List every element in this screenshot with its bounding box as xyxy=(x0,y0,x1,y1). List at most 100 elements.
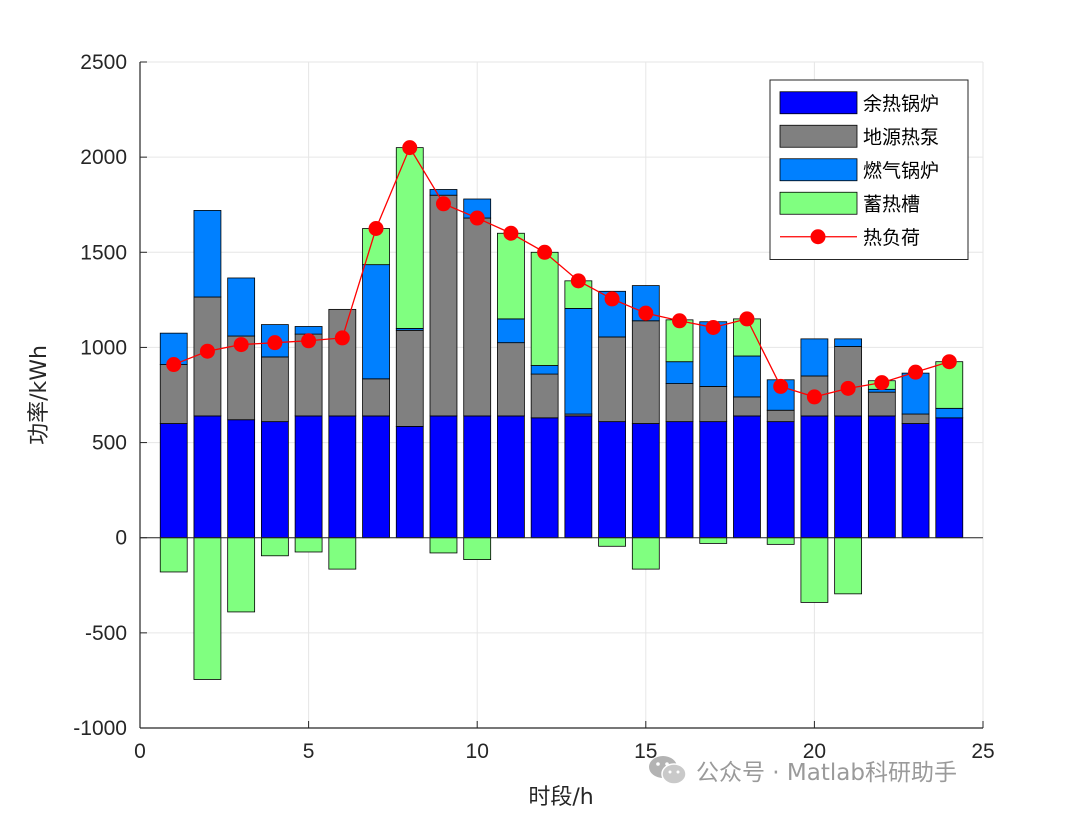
legend-swatch-1 xyxy=(779,91,858,115)
watermark-text: 公众号 · Matlab科研助手 xyxy=(696,760,957,786)
bar-1-11 xyxy=(497,415,525,539)
bar-4-1 xyxy=(159,537,188,573)
load-point-17 xyxy=(705,319,721,335)
bar-4-2 xyxy=(193,537,222,680)
load-point-14 xyxy=(604,291,620,307)
bar-4-15 xyxy=(631,537,660,570)
y-tick-label-0: -1000 xyxy=(73,717,127,740)
legend-label-2: 地源热泵 xyxy=(863,126,939,148)
y-tick-label-6: 2000 xyxy=(80,146,127,169)
x-tick-label-5: 25 xyxy=(971,740,994,763)
load-point-19 xyxy=(773,378,789,394)
load-point-9 xyxy=(435,196,451,212)
bar-4-8 xyxy=(395,147,424,329)
bar-1-21 xyxy=(834,415,863,539)
bar-2-10 xyxy=(463,217,492,417)
bar-1-1 xyxy=(159,423,188,539)
bar-1-17 xyxy=(699,421,728,539)
load-point-16 xyxy=(672,313,688,329)
bar-3-12 xyxy=(530,365,559,375)
legend-label-3: 燃气锅炉 xyxy=(863,160,939,182)
bar-3-20 xyxy=(800,338,829,377)
load-line xyxy=(166,140,957,405)
bar-3-5 xyxy=(294,326,323,335)
bar-2-8 xyxy=(395,329,424,427)
bars xyxy=(159,147,964,680)
x-tick-label-3: 15 xyxy=(634,740,657,763)
bar-2-11 xyxy=(497,342,525,417)
bar-1-20 xyxy=(800,415,829,539)
bar-4-10 xyxy=(463,537,492,560)
bar-2-23 xyxy=(901,413,930,424)
load-point-22 xyxy=(874,375,890,391)
load-point-18 xyxy=(739,311,755,327)
bar-2-14 xyxy=(598,336,626,423)
bar-4-17 xyxy=(699,537,728,544)
bar-4-20 xyxy=(800,537,829,603)
bar-4-9 xyxy=(429,537,458,554)
load-point-8 xyxy=(402,140,418,156)
bar-1-22 xyxy=(867,415,896,539)
bar-1-18 xyxy=(733,415,761,539)
bar-4-24 xyxy=(935,361,964,409)
bar-3-23 xyxy=(901,372,930,415)
bar-2-4 xyxy=(260,356,289,423)
wechat-icon xyxy=(648,753,688,787)
bar-3-16 xyxy=(665,361,694,384)
bar-1-6 xyxy=(328,415,357,539)
load-point-10 xyxy=(469,210,485,226)
x-tick-label-4: 20 xyxy=(803,740,826,763)
load-point-23 xyxy=(908,364,924,380)
legend-swatch-2 xyxy=(779,124,858,148)
legend-label-1: 余热锅炉 xyxy=(863,93,939,115)
bar-4-6 xyxy=(328,537,357,570)
bar-4-11 xyxy=(497,232,525,320)
bar-1-23 xyxy=(901,423,930,539)
legend-label-4: 蓄热槽 xyxy=(863,193,920,215)
load-point-24 xyxy=(941,354,957,370)
bar-2-1 xyxy=(159,364,188,424)
bar-4-21 xyxy=(834,537,863,595)
bar-3-11 xyxy=(497,318,525,344)
bar-2-18 xyxy=(733,396,761,417)
bar-2-16 xyxy=(665,383,694,423)
bar-3-18 xyxy=(733,355,761,398)
x-tick-label-1: 5 xyxy=(303,740,315,763)
load-point-5 xyxy=(301,333,317,349)
bar-1-19 xyxy=(766,421,795,539)
bar-1-4 xyxy=(260,421,289,539)
bar-1-2 xyxy=(193,415,222,539)
bar-1-14 xyxy=(598,421,626,539)
bar-3-3 xyxy=(227,277,256,337)
legend-swatch-4 xyxy=(779,191,858,215)
bar-3-9 xyxy=(429,189,458,196)
bar-2-12 xyxy=(530,373,559,419)
load-point-13 xyxy=(570,273,586,289)
bar-1-9 xyxy=(429,415,458,539)
watermark: 公众号 · Matlab科研助手 xyxy=(648,752,957,788)
y-tick-label-5: 1500 xyxy=(80,241,127,264)
bar-1-7 xyxy=(362,415,390,539)
bar-2-17 xyxy=(699,386,728,423)
load-point-4 xyxy=(267,335,283,351)
load-point-3 xyxy=(233,337,249,353)
y-tick-label-3: 500 xyxy=(92,432,127,455)
bar-4-5 xyxy=(294,537,323,553)
legend-swatch-3 xyxy=(779,158,858,182)
legend-label-5: 热负荷 xyxy=(863,227,920,249)
bar-1-12 xyxy=(530,417,559,539)
load-point-6 xyxy=(334,330,350,346)
bar-2-6 xyxy=(328,308,357,417)
bar-4-19 xyxy=(766,537,795,545)
load-point-21 xyxy=(840,380,856,396)
bar-3-24 xyxy=(935,407,964,419)
load-point-11 xyxy=(503,225,519,241)
bar-1-5 xyxy=(294,415,323,539)
load-point-1 xyxy=(166,357,182,373)
y-tick-label-4: 1000 xyxy=(80,336,127,359)
load-point-2 xyxy=(199,343,215,359)
load-point-15 xyxy=(638,305,654,321)
x-tick-label-0: 0 xyxy=(134,740,146,763)
